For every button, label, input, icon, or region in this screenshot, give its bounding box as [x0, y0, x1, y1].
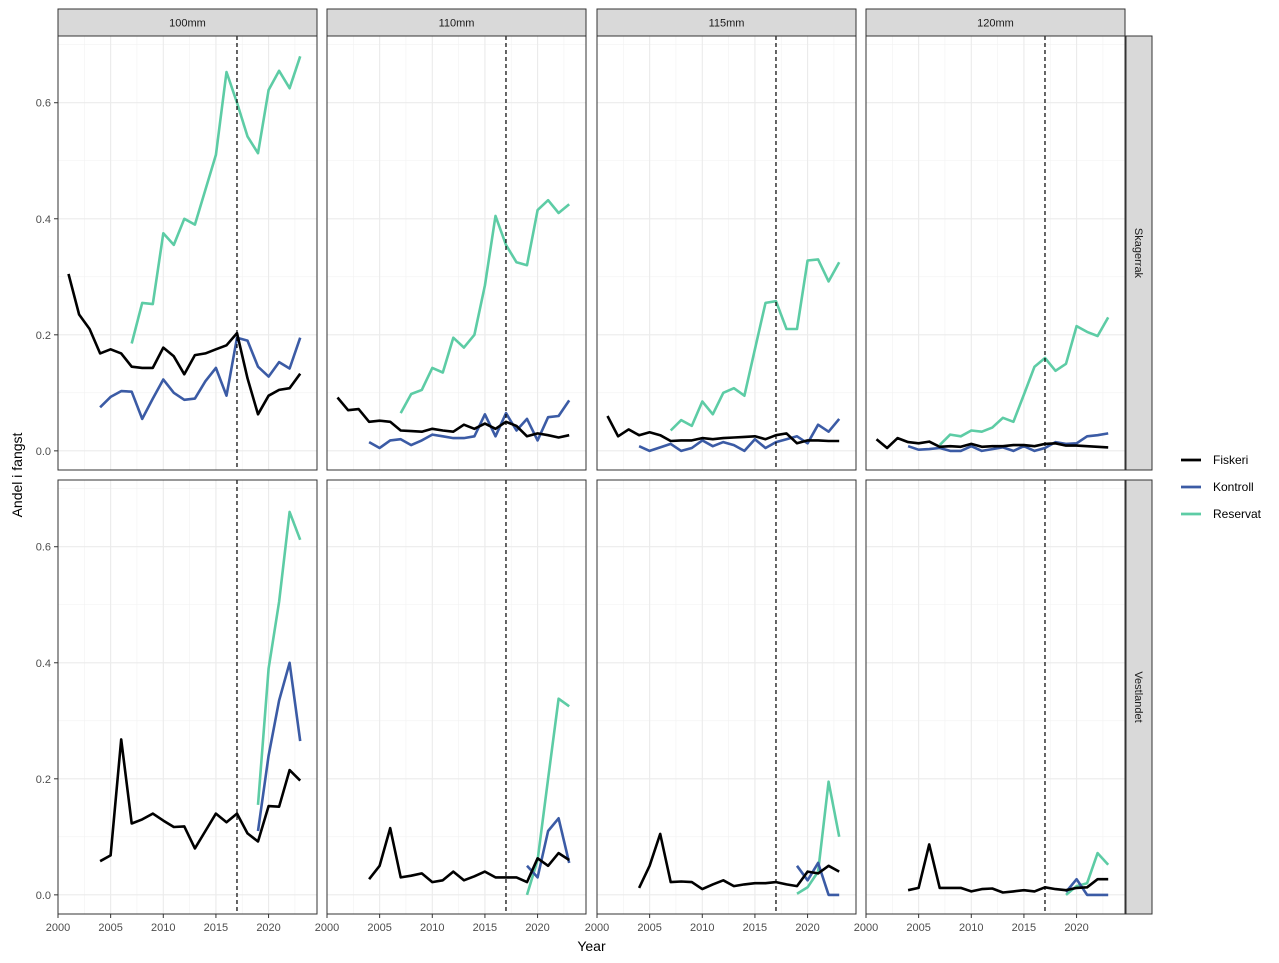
series-line-fiskeri: [637, 832, 840, 891]
series-line-fiskeri: [368, 826, 570, 884]
x-tick-label: 2000: [854, 922, 878, 934]
series-line-reservat: [669, 258, 841, 432]
facet-strip-col: [326, 8, 587, 37]
x-tick-label: 2000: [315, 922, 339, 934]
y-tick-label: 0.4: [36, 658, 51, 670]
facet-strip-row-label: Vestlandet: [1132, 671, 1144, 722]
x-tick-label: 2020: [1064, 922, 1088, 934]
x-axis-title: Year: [577, 938, 606, 954]
x-tick-label: 2010: [959, 922, 983, 934]
panel-background: [866, 36, 1125, 470]
y-axis-title: Andel i fangst: [9, 432, 25, 517]
series-line-fiskeri: [336, 396, 570, 439]
x-tick-label: 2015: [743, 922, 767, 934]
panel-border: [865, 479, 1126, 915]
series-line-kontroll: [99, 336, 302, 421]
facet-strip-row-label: Skagerrak: [1132, 228, 1144, 279]
facet-strip-row: [1125, 479, 1153, 915]
panel-background: [327, 480, 586, 914]
x-tick-label: 2005: [906, 922, 930, 934]
series-line-fiskeri: [875, 436, 1109, 450]
facet-strip-col: [596, 8, 857, 37]
x-tick-label: 2020: [795, 922, 819, 934]
y-tick-label: 0.4: [36, 214, 51, 226]
x-tick-label: 2015: [473, 922, 497, 934]
facet-strip-col: [865, 8, 1126, 37]
panel-border: [596, 35, 857, 471]
panel-background: [327, 36, 586, 470]
series-line-fiskeri: [907, 843, 1109, 894]
series-line-fiskeri: [606, 415, 840, 445]
series-line-reservat: [796, 780, 841, 895]
facet-strip-row: [1125, 35, 1153, 471]
y-tick-label: 0.6: [36, 98, 51, 110]
x-tick-label: 2015: [204, 922, 228, 934]
panel-border: [596, 479, 857, 915]
panel-background: [866, 480, 1125, 914]
panel-background: [597, 36, 856, 470]
y-tick-label: 0.0: [36, 446, 51, 458]
series-line-reservat: [130, 55, 302, 344]
series-line-reservat: [938, 316, 1110, 447]
panel-background: [58, 480, 317, 914]
facet-strip-col-label: 120mm: [977, 18, 1014, 30]
x-tick-label: 2005: [637, 922, 661, 934]
panel-border: [326, 35, 587, 471]
x-tick-label: 2020: [525, 922, 549, 934]
series-line-fiskeri: [99, 738, 302, 863]
series-line-reservat: [399, 198, 571, 414]
y-tick-label: 0.2: [36, 774, 51, 786]
panel-background: [58, 36, 317, 470]
x-tick-label: 2010: [690, 922, 714, 934]
x-tick-label: 2020: [256, 922, 280, 934]
y-tick-label: 0.6: [36, 542, 51, 554]
panel-border: [326, 479, 587, 915]
x-tick-label: 2005: [98, 922, 122, 934]
y-tick-label: 0.2: [36, 330, 51, 342]
panel-border: [57, 479, 318, 915]
panel-border: [57, 35, 318, 471]
x-tick-label: 2010: [420, 922, 444, 934]
legend-label-kontroll: Kontroll: [1213, 480, 1254, 494]
panel-background: [597, 480, 856, 914]
series-line-fiskeri: [67, 273, 302, 416]
series-line-kontroll: [907, 432, 1109, 453]
facet-strip-col-label: 110mm: [439, 18, 475, 30]
panel-border: [865, 35, 1126, 471]
facet-strip-col-label: 100mm: [169, 18, 206, 30]
legend-label-reservat: Reservat: [1213, 507, 1262, 521]
x-tick-label: 2000: [585, 922, 609, 934]
series-line-kontroll: [368, 399, 571, 450]
x-tick-label: 2015: [1012, 922, 1036, 934]
x-tick-label: 2000: [46, 922, 70, 934]
facet-strip-col-label: 115mm: [709, 18, 745, 30]
x-tick-label: 2005: [367, 922, 391, 934]
series-line-kontroll: [526, 816, 571, 879]
facet-strip-col: [57, 8, 318, 37]
series-line-kontroll: [256, 661, 302, 832]
legend-label-fiskeri: Fiskeri: [1213, 453, 1248, 467]
y-tick-label: 0.0: [36, 890, 51, 902]
series-line-reservat: [256, 510, 302, 806]
x-tick-label: 2010: [151, 922, 175, 934]
series-line-kontroll: [1064, 877, 1109, 897]
